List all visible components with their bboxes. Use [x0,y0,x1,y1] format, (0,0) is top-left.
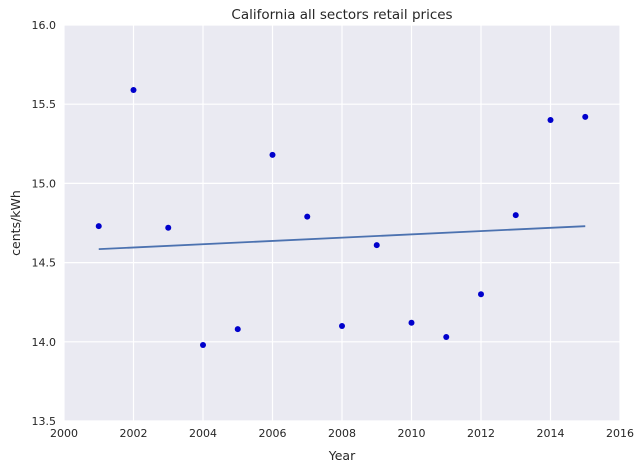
data-point [512,212,519,219]
y-tick-label: 15.5 [32,98,57,111]
data-point [304,213,311,220]
data-point [200,341,206,348]
data-point [443,334,450,341]
grid-lines [63,24,621,422]
data-point [373,242,380,249]
data-point [339,322,345,329]
trend-line-layer [98,225,586,251]
trend-line [98,225,586,251]
data-point [95,223,102,230]
data-point [165,224,172,231]
x-axis-label: Year [328,448,356,463]
chart-title: California all sectors retail prices [231,7,452,23]
y-tick-label: 15.0 [32,177,57,190]
x-tick-label: 2004 [189,427,217,440]
x-tick-label: 2002 [120,427,148,440]
data-point [547,117,554,124]
data-points [95,86,589,348]
y-axis-label: cents/kWh [8,190,23,256]
x-tick-label: 2006 [259,427,287,440]
x-tick-label: 2008 [328,427,356,440]
data-point [269,151,276,158]
x-tick-label: 2012 [467,427,495,440]
x-tick-label: 2010 [398,427,426,440]
data-point [234,326,241,333]
x-axis-ticks: 2000 2002 2004 2006 2008 2010 2012 2014 2016 [50,427,634,440]
y-axis-ticks: 13.5 14.0 14.5 15.0 15.5 16.0 [32,19,57,428]
y-tick-label: 16.0 [32,19,57,32]
y-tick-label: 13.5 [32,415,57,428]
x-tick-label: 2016 [606,427,634,440]
data-point [582,113,589,120]
data-point [130,86,137,93]
x-tick-label: 2014 [537,427,565,440]
y-tick-label: 14.5 [32,257,57,270]
data-point [408,319,415,326]
x-tick-label: 2000 [50,427,78,440]
y-tick-label: 14.0 [32,336,57,349]
data-point [478,291,484,298]
